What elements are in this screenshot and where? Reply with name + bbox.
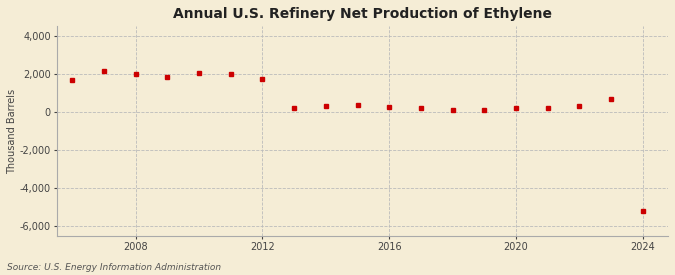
Text: Source: U.S. Energy Information Administration: Source: U.S. Energy Information Administ… (7, 263, 221, 272)
Y-axis label: Thousand Barrels: Thousand Barrels (7, 89, 17, 174)
Title: Annual U.S. Refinery Net Production of Ethylene: Annual U.S. Refinery Net Production of E… (173, 7, 551, 21)
